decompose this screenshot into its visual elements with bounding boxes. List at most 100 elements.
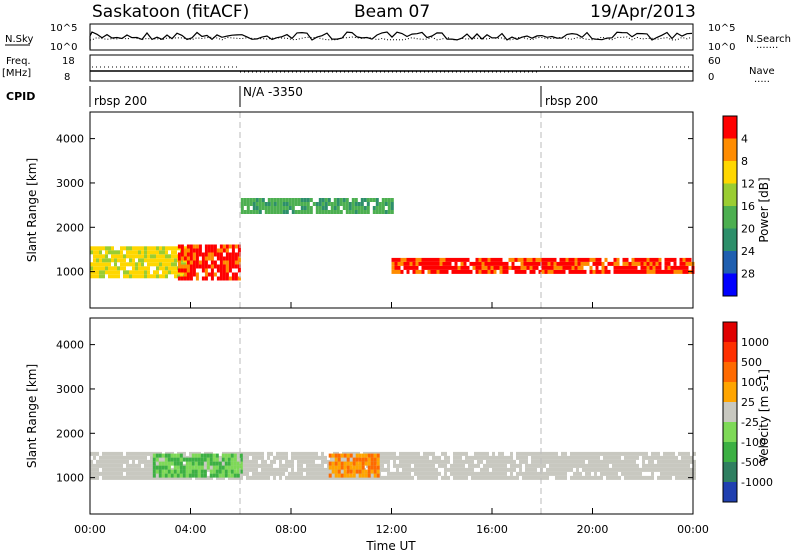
echo-cell — [105, 471, 108, 476]
echo-cell — [574, 261, 578, 266]
echo-cell — [495, 455, 498, 460]
echo-cell — [541, 269, 545, 274]
echo-cell — [658, 257, 662, 262]
echo-cell — [189, 252, 193, 257]
echo-cell — [417, 463, 420, 468]
echo-cell — [618, 455, 621, 460]
echo-cell — [315, 455, 318, 460]
echo-cell — [239, 469, 243, 474]
echo-cell — [483, 455, 486, 460]
echo-cell — [484, 257, 488, 262]
echo-cell — [420, 455, 423, 460]
echo-cell — [669, 455, 672, 460]
echo-cell — [463, 257, 467, 262]
echo-cell — [342, 475, 345, 480]
echo-cell — [261, 198, 265, 202]
echo-cell — [522, 451, 525, 456]
echo-cell — [334, 469, 338, 474]
echo-cell — [201, 276, 205, 281]
echo-cell — [478, 261, 482, 266]
echo-cell — [318, 475, 321, 480]
echo-cell — [195, 260, 199, 265]
echo-cell — [472, 265, 476, 270]
echo-cell — [465, 451, 468, 456]
echo-cell — [96, 246, 99, 251]
echo-cell — [285, 475, 288, 480]
echo-cell — [618, 459, 621, 464]
echo-cell — [396, 467, 399, 472]
echo-cell — [586, 261, 590, 266]
echo-cell — [264, 471, 267, 476]
echo-cell — [387, 206, 391, 210]
echo-cell — [402, 455, 405, 460]
echo-cell — [480, 459, 483, 464]
echo-cell — [546, 475, 549, 480]
echo-cell — [631, 265, 635, 270]
echo-cell — [556, 261, 560, 266]
echo-cell — [384, 210, 388, 214]
echo-cell — [570, 459, 573, 464]
echo-cell — [409, 261, 413, 266]
echo-cell — [450, 467, 453, 472]
echo-cell — [152, 469, 156, 474]
echo-cell — [234, 475, 237, 480]
echo-cell — [537, 459, 540, 464]
echo-cell — [192, 256, 196, 261]
echo-cell — [334, 473, 338, 478]
echo-cell — [367, 465, 371, 470]
echo-cell — [239, 457, 243, 462]
echo-cell — [138, 266, 141, 271]
echo-cell — [489, 471, 492, 476]
echo-cell — [165, 475, 168, 480]
echo-cell — [216, 268, 220, 273]
echo-cell — [249, 202, 253, 206]
echo-cell — [442, 269, 446, 274]
echo-cell — [520, 261, 524, 266]
echo-cell — [427, 265, 431, 270]
echo-cell — [432, 451, 435, 456]
echo-cell — [147, 459, 150, 464]
echo-cell — [120, 471, 123, 476]
echo-cell — [666, 455, 669, 460]
echo-cell — [282, 198, 286, 202]
echo-cell — [673, 261, 677, 266]
echo-cell — [621, 471, 624, 476]
echo-cell — [654, 455, 657, 460]
echo-cell — [457, 257, 461, 262]
echo-cell — [690, 467, 693, 472]
echo-cell — [634, 269, 638, 274]
echo-cell — [264, 459, 267, 464]
echo-cell — [215, 465, 219, 470]
echo-cell — [218, 469, 222, 474]
echo-cell — [333, 202, 337, 206]
echo-cell — [161, 469, 165, 474]
echo-cell — [643, 265, 647, 270]
echo-cell — [460, 265, 464, 270]
echo-cell — [227, 457, 231, 462]
echo-cell — [198, 248, 202, 253]
echo-cell — [180, 262, 183, 267]
echo-cell — [358, 457, 362, 462]
echo-cell — [549, 451, 552, 456]
echo-cell — [693, 459, 696, 464]
echo-cell — [612, 471, 615, 476]
echo-cell — [237, 268, 241, 273]
colorbar-swatch — [723, 206, 737, 229]
echo-cell — [552, 463, 555, 468]
echo-cell — [562, 261, 566, 266]
echo-cell — [631, 257, 635, 262]
echo-cell — [471, 471, 474, 476]
freq-left-label-1: Freq. — [6, 56, 31, 67]
echo-cell — [249, 459, 252, 464]
echo-cell — [649, 269, 653, 274]
echo-cell — [183, 262, 186, 267]
echo-cell — [678, 463, 681, 468]
echo-cell — [132, 246, 135, 251]
echo-cell — [108, 262, 111, 267]
echo-cell — [495, 475, 498, 480]
echo-cell — [541, 257, 545, 262]
echo-cell — [246, 210, 250, 214]
echo-cell — [264, 463, 267, 468]
echo-cell — [682, 265, 686, 270]
echo-cell — [477, 451, 480, 456]
